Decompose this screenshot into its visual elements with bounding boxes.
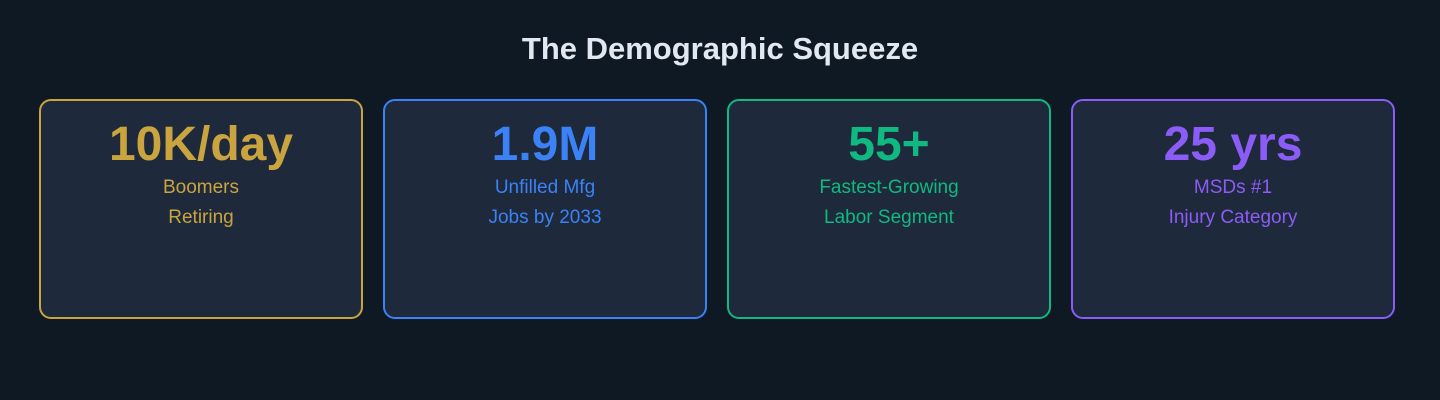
stat-label: Retiring xyxy=(168,207,234,228)
title: The Demographic Squeeze xyxy=(521,31,919,66)
stat-card: 10K/day Boomers Retiring xyxy=(39,99,363,319)
stat-card: 55+ Fastest-Growing Labor Segment xyxy=(727,99,1051,319)
stat-value: 25 yrs xyxy=(1163,118,1303,171)
stat-label: Fastest-Growing xyxy=(819,177,959,198)
stat-label: Boomers xyxy=(162,177,240,198)
stat-label: MSDs #1 xyxy=(1193,177,1273,198)
stat-label: Injury Category xyxy=(1168,207,1298,228)
stat-label: Unfilled Mfg xyxy=(494,177,596,198)
stat-value: 1.9M xyxy=(491,118,599,171)
stat-value: 55+ xyxy=(848,118,930,171)
stat-label: Labor Segment xyxy=(824,207,954,228)
stat-label: Jobs by 2033 xyxy=(488,207,602,228)
stat-card: 25 yrs MSDs #1 Injury Category xyxy=(1071,99,1395,319)
stat-value: 10K/day xyxy=(108,118,294,171)
stat-card: 1.9M Unfilled Mfg Jobs by 2033 xyxy=(383,99,707,319)
